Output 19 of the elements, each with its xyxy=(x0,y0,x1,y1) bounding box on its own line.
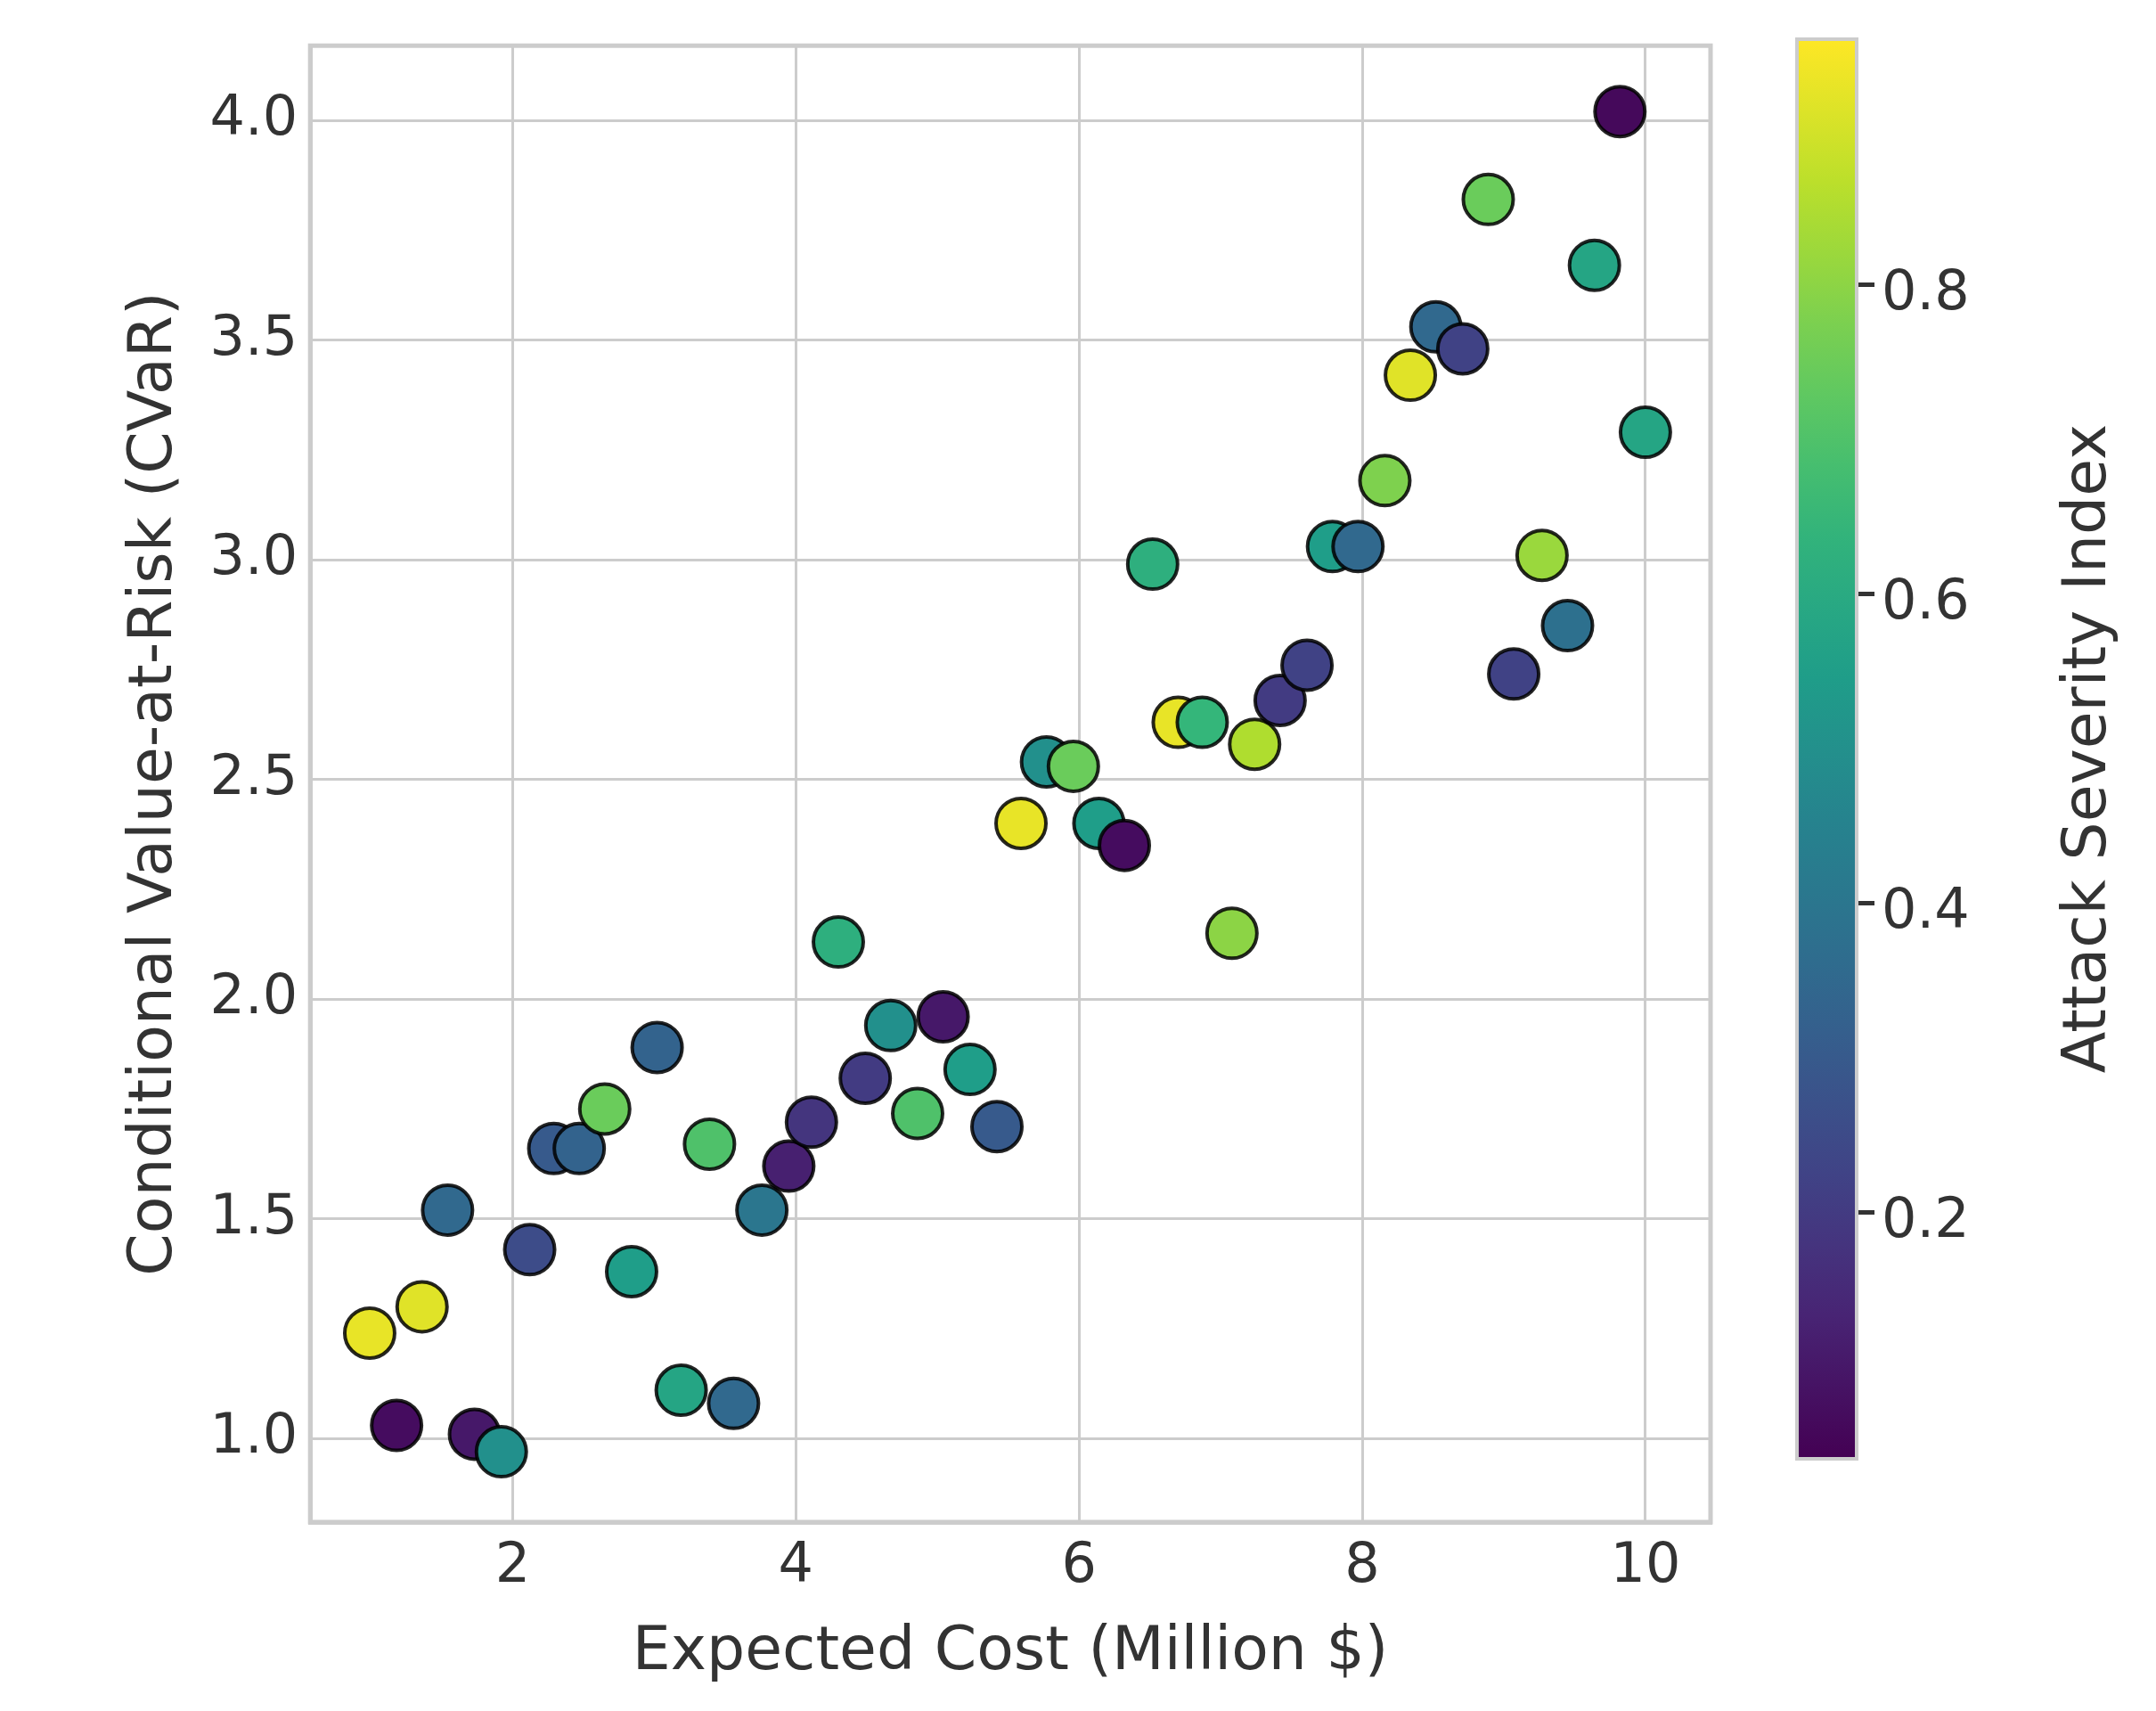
color-bar-label: 0.6 xyxy=(1882,566,1970,632)
x-tick-label: 10 xyxy=(1610,1530,1681,1596)
x-tick-label: 6 xyxy=(1061,1530,1097,1596)
y-tick-label: 2.5 xyxy=(209,741,298,807)
y-tick-label: 1.0 xyxy=(209,1401,298,1467)
x-axis-title: Expected Cost (Million $) xyxy=(632,1612,1389,1683)
color-bar-label: 0.4 xyxy=(1882,876,1970,942)
y-tick-label: 3.0 xyxy=(209,522,298,588)
color-bar-label: 0.2 xyxy=(1882,1185,1970,1251)
y-tick-label: 1.5 xyxy=(209,1181,298,1247)
color-bar-title: Attack Severity Index xyxy=(2049,423,2119,1074)
x-tick-label: 2 xyxy=(494,1530,531,1596)
color-bar-label: 0.8 xyxy=(1882,257,1970,323)
y-tick-label: 2.0 xyxy=(209,962,298,1027)
y-tick-label: 3.5 xyxy=(209,302,298,368)
y-axis-title: Conditional Value-at-Risk (CVaR) xyxy=(115,291,186,1276)
x-tick-label: 4 xyxy=(778,1530,814,1596)
y-tick-label: 4.0 xyxy=(209,83,298,149)
x-tick-label: 8 xyxy=(1344,1530,1380,1596)
